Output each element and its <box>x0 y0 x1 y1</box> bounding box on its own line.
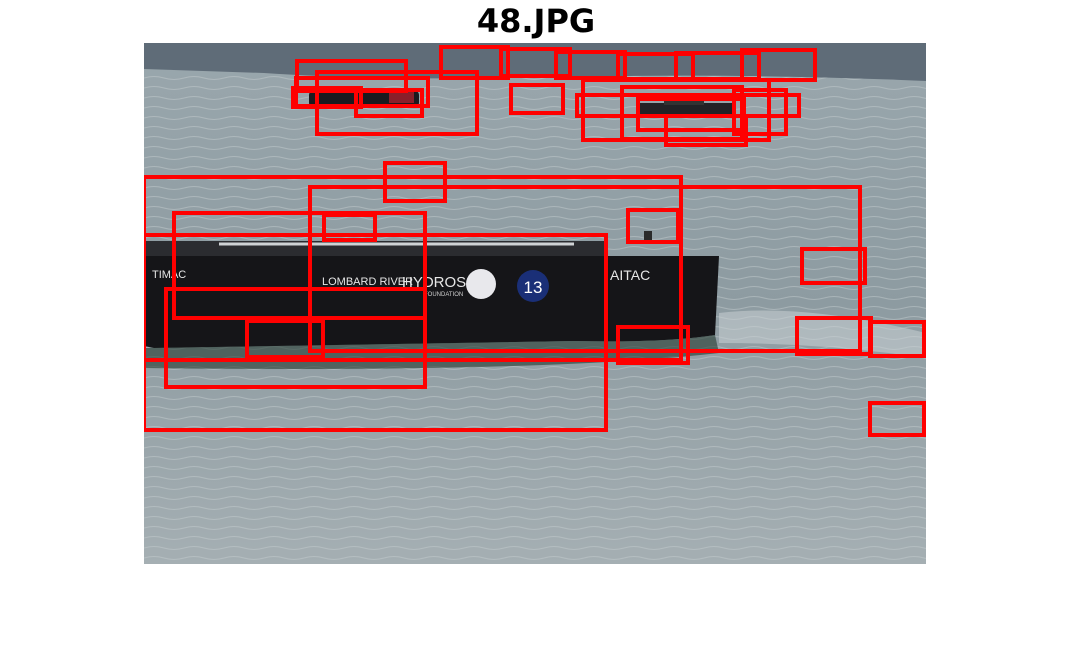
deck-post <box>644 231 652 243</box>
roundel-number: 13 <box>524 278 543 297</box>
detection-box <box>315 70 479 136</box>
detection-box <box>732 88 788 136</box>
distant-boat-left <box>309 91 419 107</box>
detection-box <box>616 325 690 365</box>
detection-box <box>291 86 363 109</box>
detection-boxes <box>144 45 926 437</box>
detection-box <box>354 88 424 118</box>
photo-canvas: 13 TIMAC LOMBARD RIVER HYDROS FOUNDATION… <box>144 43 926 564</box>
figure-title: 48.JPG <box>476 2 596 40</box>
detection-box <box>664 114 748 147</box>
detection-box <box>439 45 510 80</box>
flag-emblem <box>466 269 496 299</box>
lake-photo: 13 TIMAC LOMBARD RIVER HYDROS FOUNDATION… <box>144 43 926 564</box>
detection-box <box>383 161 447 203</box>
hull-logo-timac: TIMAC <box>152 269 186 281</box>
detection-box <box>626 208 680 244</box>
detection-box <box>164 287 427 389</box>
hull-logo-hydros: HYDROS <box>402 274 466 291</box>
hull-logo-foundation: FOUNDATION <box>424 292 463 298</box>
detection-box <box>144 233 608 432</box>
detection-box <box>740 48 817 82</box>
detection-box <box>322 213 377 242</box>
detection-box <box>800 247 867 285</box>
boat-hull <box>144 256 719 348</box>
hull-logo-aitac: AITAC <box>610 267 650 283</box>
hull-logo-lombard: LOMBARD RIVER <box>322 276 413 288</box>
detection-box <box>144 175 683 362</box>
detection-box <box>499 47 572 78</box>
distant-boat-right <box>636 98 736 117</box>
detection-box <box>245 319 325 359</box>
detection-box <box>308 185 862 353</box>
detection-box <box>172 211 427 320</box>
detection-box <box>868 401 926 437</box>
detection-box <box>509 83 565 115</box>
detection-box <box>868 320 926 358</box>
number-roundel <box>517 270 549 302</box>
